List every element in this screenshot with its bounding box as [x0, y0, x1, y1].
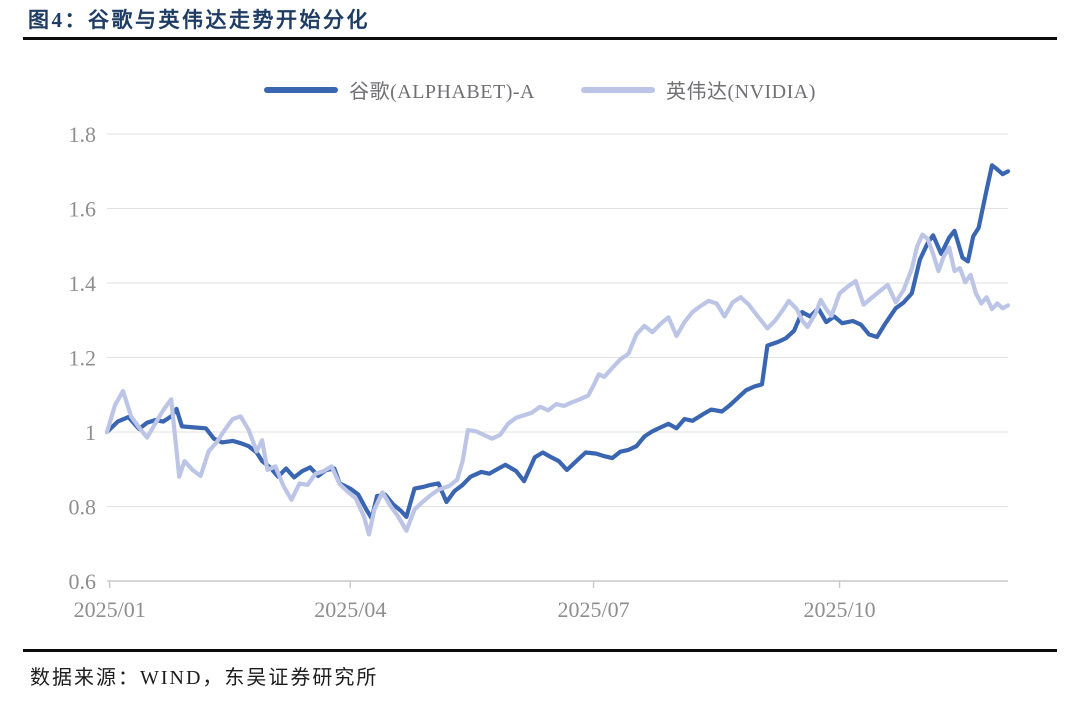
x-tick-label: 2025/10	[804, 597, 876, 622]
source-note: 数据来源：WIND，东吴证券研究所	[30, 667, 379, 689]
y-tick-label: 1.2	[69, 346, 97, 371]
legend-label-google: 谷歌(ALPHABET)-A	[349, 81, 535, 103]
x-tick-label: 2025/01	[74, 597, 146, 622]
figure-title: 图4：谷歌与英伟达走势开始分化	[28, 8, 370, 32]
legend-label-nvidia: 英伟达(NVIDIA)	[665, 81, 816, 103]
series-line-google	[104, 163, 1011, 521]
y-tick-label: 1.8	[69, 122, 97, 147]
legend-item-nvidia: 英伟达(NVIDIA)	[580, 75, 816, 104]
y-tick-label: 1	[85, 420, 96, 445]
y-tick-label: 1.6	[69, 197, 97, 222]
chart-legend: 谷歌(ALPHABET)-A 英伟达(NVIDIA)	[0, 75, 1080, 104]
x-tick-label: 2025/04	[314, 597, 386, 622]
y-tick-label: 0.6	[69, 569, 97, 594]
x-tick-label: 2025/07	[558, 597, 630, 622]
y-tick-label: 0.8	[69, 495, 97, 520]
footer-divider	[23, 649, 1057, 652]
legend-swatch-nvidia	[580, 86, 655, 93]
y-tick-label: 1.4	[69, 271, 97, 296]
legend-swatch-google	[264, 86, 339, 93]
series-line-nvidia	[104, 232, 1011, 537]
legend-item-google: 谷歌(ALPHABET)-A	[264, 75, 535, 104]
title-divider	[23, 37, 1057, 40]
